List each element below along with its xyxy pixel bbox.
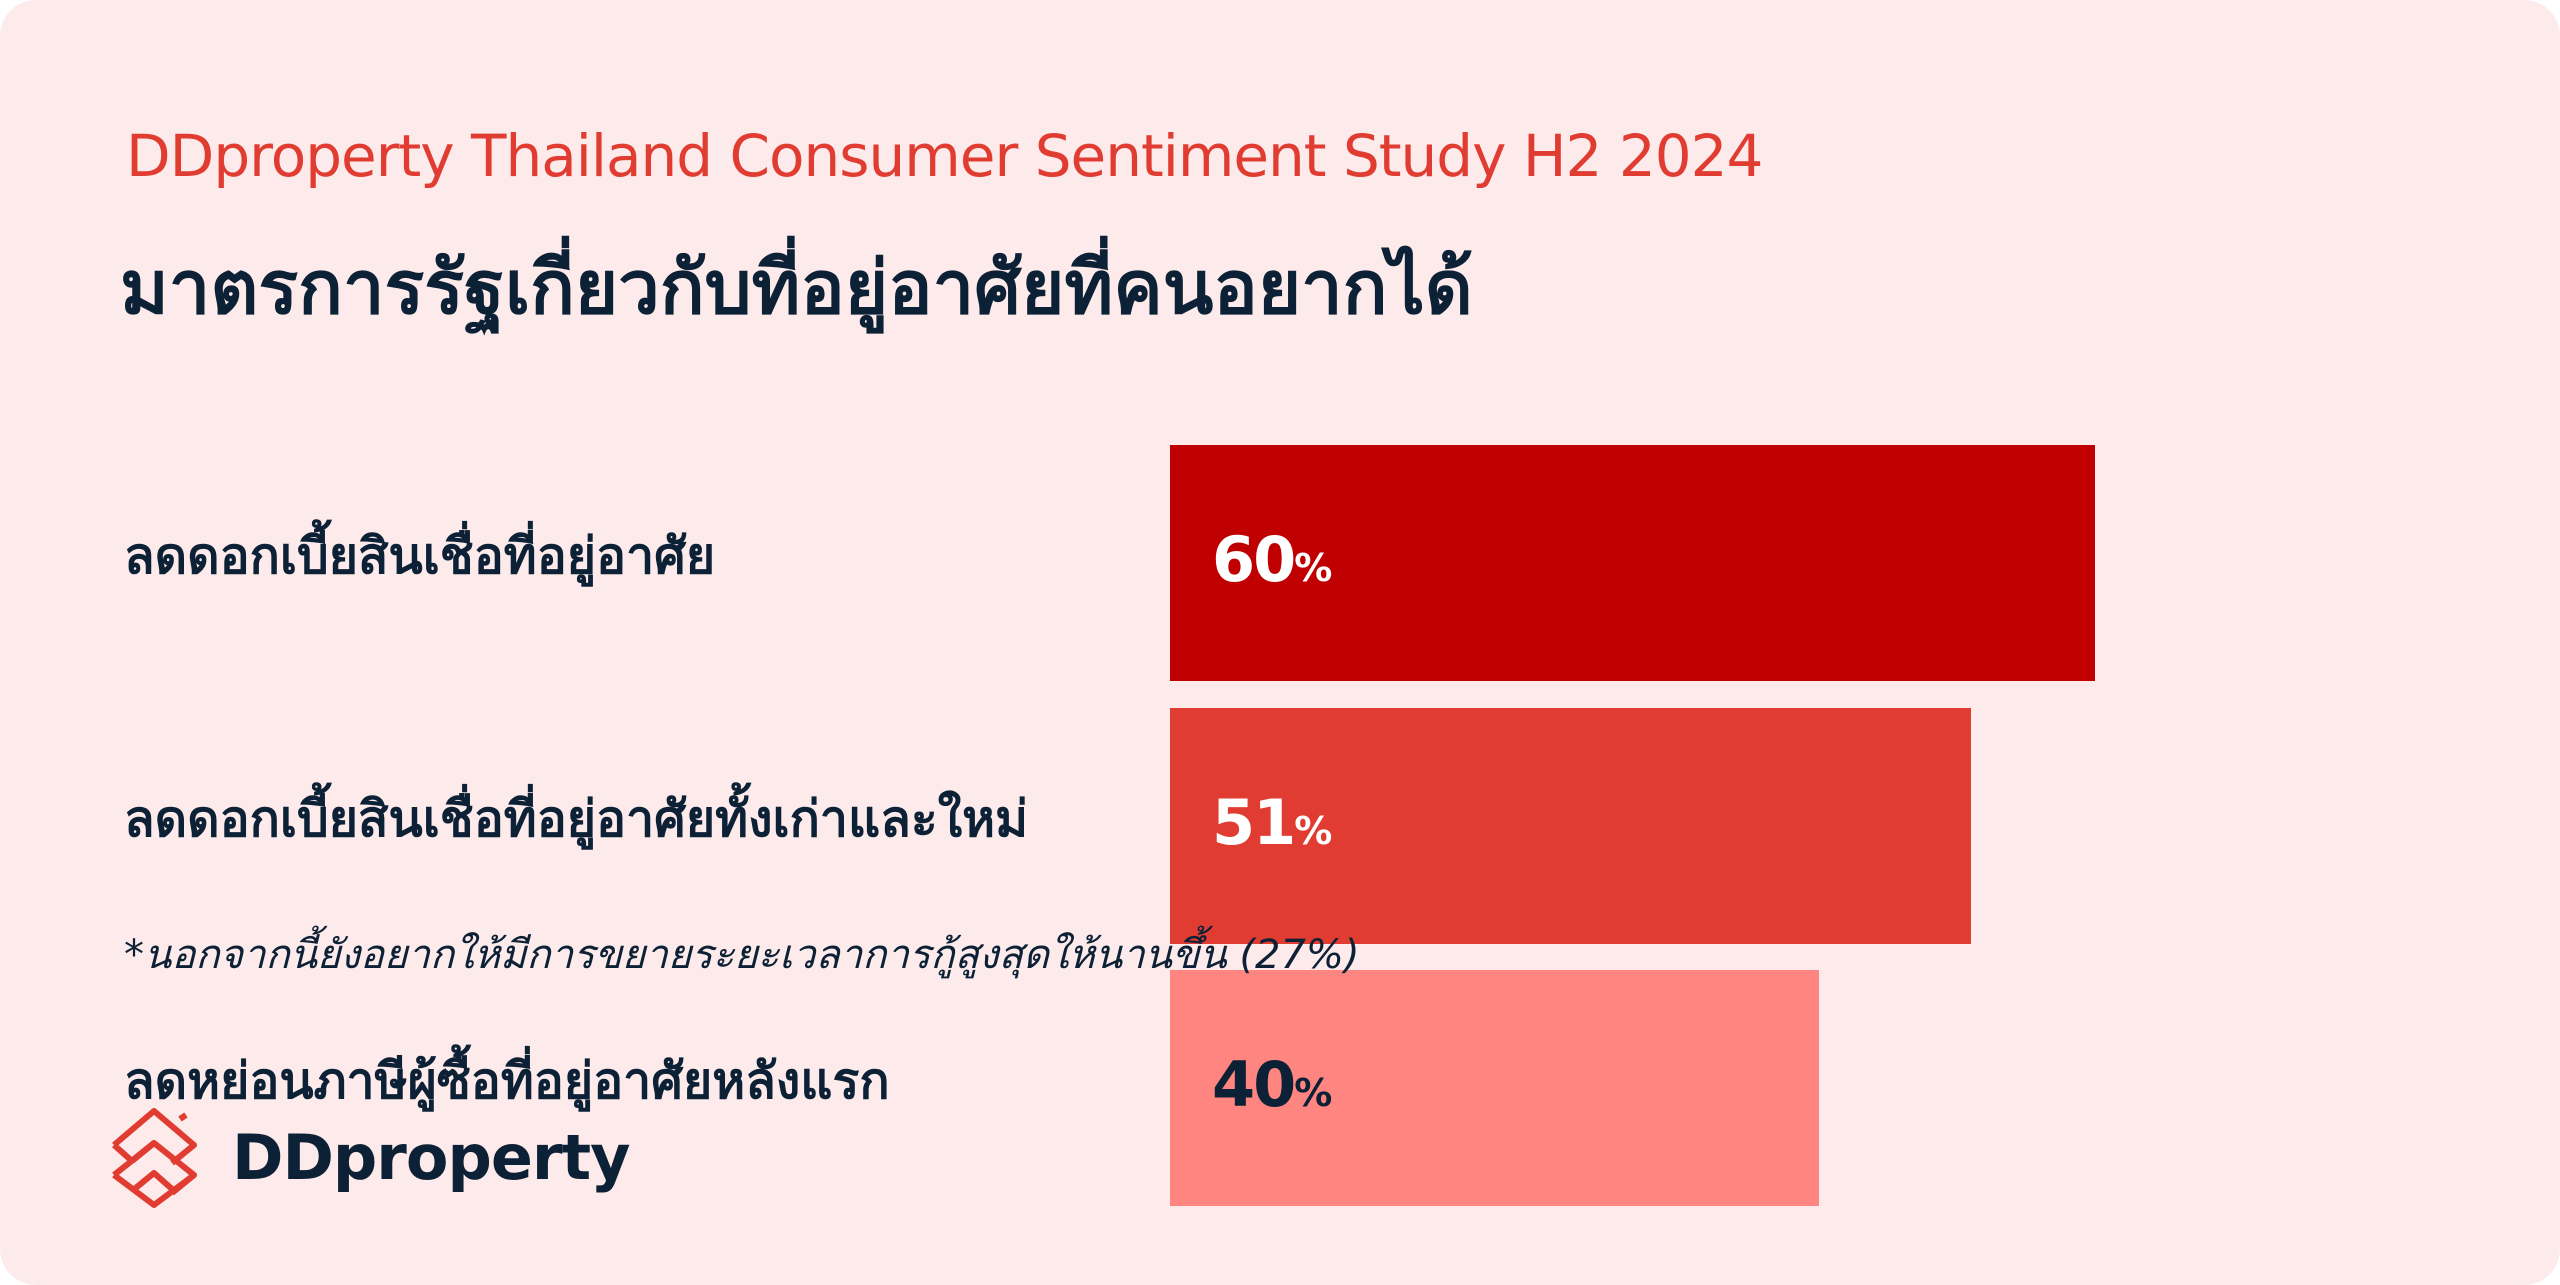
brand-name: DDproperty <box>232 1120 631 1194</box>
footnote: *นอกจากนี้ยังอยากให้มีการขยายระยะเวลาการ… <box>124 932 1360 978</box>
bar <box>1170 970 1819 1206</box>
data-label-unit: % <box>1294 809 1332 853</box>
bar <box>1170 708 1971 944</box>
category-label: ลดดอกเบี้ยสินเชื่อที่อยู่อาศัย <box>124 527 716 585</box>
category-label: ลดดอกเบี้ยสินเชื่อที่อยู่อาศัยทั้งเก่าแล… <box>124 790 1029 848</box>
data-label-value: 51 <box>1212 786 1296 859</box>
page-title: มาตรการรัฐเกี่ยวกับที่อยู่อาศัยที่คนอยาก… <box>120 245 1473 331</box>
data-label-unit: % <box>1294 1071 1332 1115</box>
data-label: 51% <box>1212 786 1332 859</box>
data-label-unit: % <box>1294 546 1332 590</box>
data-label: 40% <box>1212 1048 1332 1121</box>
data-label-value: 60 <box>1212 523 1296 596</box>
subtitle: DDproperty Thailand Consumer Sentiment S… <box>126 122 1763 190</box>
bar <box>1170 445 2095 681</box>
data-label-value: 40 <box>1212 1048 1296 1121</box>
category-label: ลดหย่อนภาษีผู้ซื้อที่อยู่อาศัยหลังแรก <box>124 1052 890 1110</box>
data-label: 60% <box>1212 523 1332 596</box>
ddproperty-house-logo-icon <box>112 1108 197 1208</box>
brand-logo: DDproperty <box>108 1105 631 1209</box>
